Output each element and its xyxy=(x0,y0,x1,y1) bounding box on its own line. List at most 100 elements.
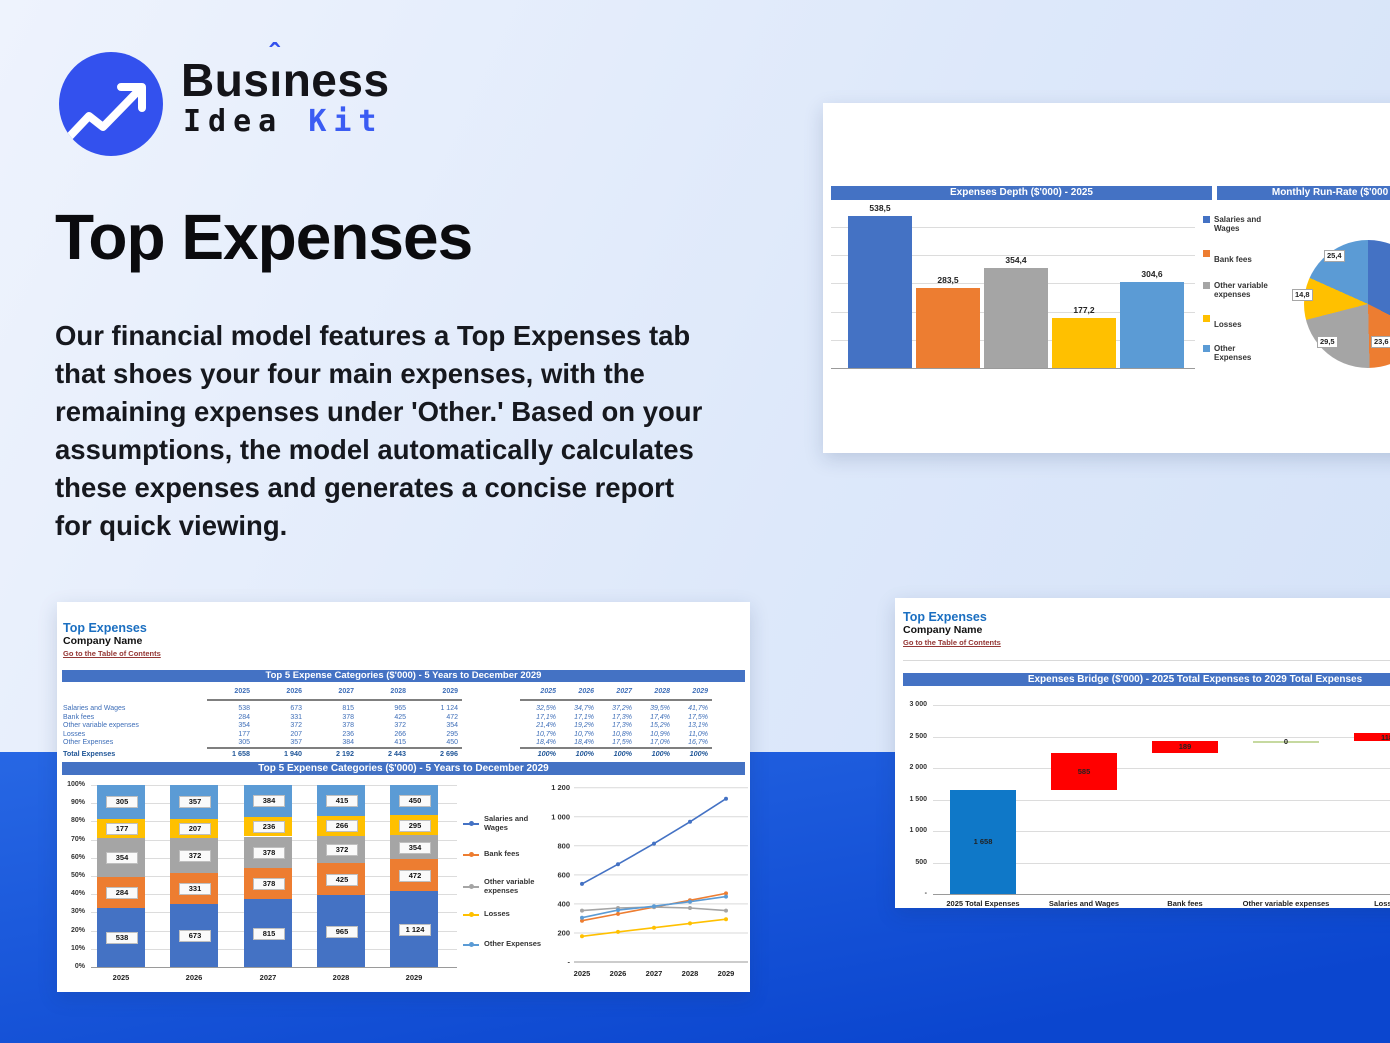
top5-line-chart: - 200 400 600 800 1 000 1 200 2025 2026 2027 2028 2… xyxy=(551,783,748,978)
legend-swatch xyxy=(1203,345,1210,352)
y-axis-tick-label: 80% xyxy=(70,817,85,825)
legend-label: Losses xyxy=(1214,320,1242,329)
legend-swatch xyxy=(1203,282,1210,289)
table-cell-pct: 17,4% xyxy=(650,713,670,721)
table-cell-pct: 100% xyxy=(575,749,594,758)
table-cell-pct: 37,2% xyxy=(612,705,632,712)
data-point-marker xyxy=(688,819,692,824)
table-cell-pct: 39,5% xyxy=(650,705,670,712)
table-cell-pct: 21,4% xyxy=(536,722,556,729)
y-axis-tick-label: 200 xyxy=(557,928,570,937)
legend-swatch xyxy=(1203,216,1210,223)
segment-value-label: 472 xyxy=(399,869,431,882)
segment-value-label: 295 xyxy=(399,819,431,832)
table-cell-value: 354 xyxy=(446,722,458,729)
table-cell-value: 673 xyxy=(290,705,302,712)
card-expenses-depth: Expenses Depth ($'000) - 2025 Monthly Ru… xyxy=(823,103,1390,453)
segment-value-label: 305 xyxy=(106,796,138,809)
table-year-header-pct: 2025 xyxy=(540,688,556,695)
segment-value-label: 236 xyxy=(253,821,285,834)
segment-value-label: 415 xyxy=(326,795,358,807)
legend-label: Other variable expenses xyxy=(1214,281,1268,300)
y-axis-tick-label: 60% xyxy=(70,853,85,861)
y-axis-tick-label: 1 000 xyxy=(551,812,570,821)
table-cell-value: 1 124 xyxy=(440,705,458,712)
gridline xyxy=(933,799,1390,801)
bar-2 xyxy=(984,268,1048,368)
bar-value-label: 354,4 xyxy=(1005,255,1027,266)
table-cell-value: 266 xyxy=(394,730,406,738)
table-cell-pct: 17,5% xyxy=(688,713,708,721)
data-point-marker xyxy=(580,908,584,913)
table-of-contents-link[interactable]: Go to the Table of Contents xyxy=(903,638,1001,647)
table-cell-pct: 100% xyxy=(651,749,670,758)
segment-value-label: 354 xyxy=(399,841,431,854)
table-cell-value: 331 xyxy=(290,713,302,721)
segment-value-label: 372 xyxy=(326,844,358,857)
table-cell-value: 378 xyxy=(342,713,354,721)
table-cell-value: 284 xyxy=(238,713,250,721)
bar-0 xyxy=(848,216,912,368)
x-axis-category-label: 2029 xyxy=(405,973,423,982)
data-point-marker xyxy=(580,915,584,920)
table-cell-pct: 17,1% xyxy=(574,713,594,721)
table-cell-pct: 16,7% xyxy=(688,739,708,746)
card-top5-expense-categories: Top Expenses Company Name Go to the Tabl… xyxy=(57,602,750,992)
table-cell-pct: 18,4% xyxy=(536,739,556,746)
table-cell-value: 384 xyxy=(342,739,354,746)
chart-banner-title: Top 5 Expense Categories ($'000) - 5 Yea… xyxy=(62,762,745,775)
table-cell-value: 2 443 xyxy=(388,749,406,758)
legend-label: Losses xyxy=(484,909,510,919)
gridline xyxy=(933,705,1390,706)
chart-title-monthly-run-rate: Monthly Run-Rate ($'000 xyxy=(1217,186,1390,200)
table-cell-pct: 17,0% xyxy=(650,739,670,746)
legend-label: Other Expenses xyxy=(1214,344,1252,363)
table-cell-value: 354 xyxy=(238,722,250,729)
pie-slice-label: 23,6 xyxy=(1371,336,1390,348)
table-cell-pct: 13,1% xyxy=(688,722,708,729)
x-axis-category-label: 2029 xyxy=(718,969,735,978)
table-cell-value: 305 xyxy=(238,739,250,746)
segment-value-label: 815 xyxy=(253,927,285,940)
table-cell-value: 450 xyxy=(446,739,458,746)
table-cell-value: 965 xyxy=(394,705,406,712)
y-axis-tick-label: 90% xyxy=(70,799,85,807)
table-year-header: 2028 xyxy=(390,688,406,695)
table-cell-pct: 41,7% xyxy=(688,705,708,712)
data-point-marker xyxy=(652,904,656,909)
card-expenses-bridge: Top Expenses Company Name Go to the Tabl… xyxy=(895,598,1390,908)
legend-item: Bank fees xyxy=(1203,249,1277,267)
legend-item: Other Expenses xyxy=(463,936,550,954)
legend-label: Salaries and Wages xyxy=(1214,215,1262,234)
table-cell-value: 1 940 xyxy=(284,749,302,758)
y-axis-tick-label: 1 000 xyxy=(909,827,927,834)
data-point-marker xyxy=(580,918,584,923)
y-axis-tick-label: 400 xyxy=(557,899,570,908)
x-axis-line xyxy=(933,894,1390,895)
legend-dot xyxy=(469,852,474,858)
table-cell-value: 295 xyxy=(446,730,458,738)
y-axis-tick-label: 100% xyxy=(67,781,85,788)
table-row-label: Salaries and Wages xyxy=(63,705,126,712)
table-cell-pct: 34,7% xyxy=(574,705,594,712)
legend-line-marker xyxy=(463,942,479,948)
segment-value-label: 538 xyxy=(106,932,138,944)
table-cell-pct: 10,7% xyxy=(574,730,594,738)
table-cell-pct: 100% xyxy=(537,749,556,758)
data-point-marker xyxy=(688,921,692,926)
table-of-contents-link[interactable]: Go to the Table of Contents xyxy=(63,649,161,658)
table-cell-pct: 32,5% xyxy=(536,705,556,712)
trend-arrow-icon xyxy=(59,83,146,154)
legend-item: Bank fees xyxy=(463,846,550,864)
table-cell-pct: 100% xyxy=(613,749,632,758)
y-axis-tick-label: - xyxy=(568,958,571,967)
segment-value-label: 372 xyxy=(179,849,211,862)
data-point-marker xyxy=(688,906,692,910)
y-axis-tick-label: 40% xyxy=(70,890,85,898)
legend-item: Losses xyxy=(463,906,550,924)
table-row-label: Other variable expenses xyxy=(63,722,139,729)
table-cell-pct: 100% xyxy=(689,749,708,758)
waterfall-value-label: 118 xyxy=(1380,732,1390,742)
waterfall-bar-0 xyxy=(950,789,1016,894)
x-axis-category-label: Other variable expenses xyxy=(1242,899,1330,908)
